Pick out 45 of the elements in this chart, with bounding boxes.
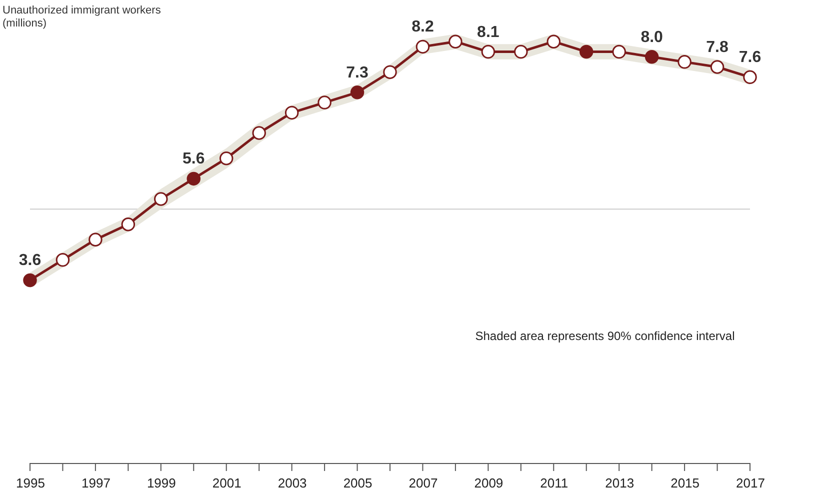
- data-label: 7.6: [738, 49, 762, 66]
- point: [743, 70, 757, 84]
- point: [416, 40, 430, 54]
- data-label: 8.0: [640, 28, 664, 46]
- point: [350, 86, 364, 100]
- point: [121, 218, 136, 232]
- point: [678, 55, 692, 69]
- x-tick-label: 2007: [408, 476, 438, 490]
- x-tick-label: 1999: [146, 476, 176, 490]
- x-tick-label: 1997: [81, 476, 110, 490]
- data-label: 7.3: [346, 64, 368, 82]
- data-label: 8.1: [477, 24, 500, 41]
- point: [710, 60, 724, 74]
- y-axis-title: Unauthorized immigrant workers (millions): [2, 4, 162, 30]
- point: [481, 44, 496, 59]
- point: [612, 44, 626, 59]
- x-tick-label: 2017: [736, 476, 765, 490]
- point: [56, 253, 70, 267]
- data-label: 7.8: [706, 39, 728, 56]
- point: [23, 273, 37, 288]
- point: [546, 34, 561, 48]
- text: Shaded area represents 90% confidence interval: [475, 329, 735, 343]
- x-tick-label: 2003: [278, 476, 307, 490]
- x-tick-label: 2009: [474, 476, 504, 490]
- data-label: 5.6: [182, 150, 205, 168]
- point: [154, 192, 168, 206]
- point: [252, 126, 266, 140]
- x-tick-label: 2015: [670, 476, 700, 490]
- point: [514, 44, 528, 59]
- point: [579, 44, 594, 59]
- point: [284, 106, 299, 120]
- x-tick-label: 2013: [605, 476, 634, 490]
- point: [644, 50, 659, 64]
- data-label: 3.6: [18, 252, 42, 270]
- x-tick-label: 2001: [212, 476, 242, 490]
- point: [318, 96, 332, 110]
- point: [448, 34, 462, 48]
- point: [219, 152, 234, 166]
- x-tick-label: 2011: [540, 476, 568, 490]
- point: [186, 172, 201, 186]
- data-label: 8.2: [412, 18, 434, 36]
- x-tick-label: 1995: [16, 476, 45, 490]
- point: [88, 232, 102, 246]
- x-tick-label: 2005: [343, 476, 372, 490]
- point: [383, 65, 397, 79]
